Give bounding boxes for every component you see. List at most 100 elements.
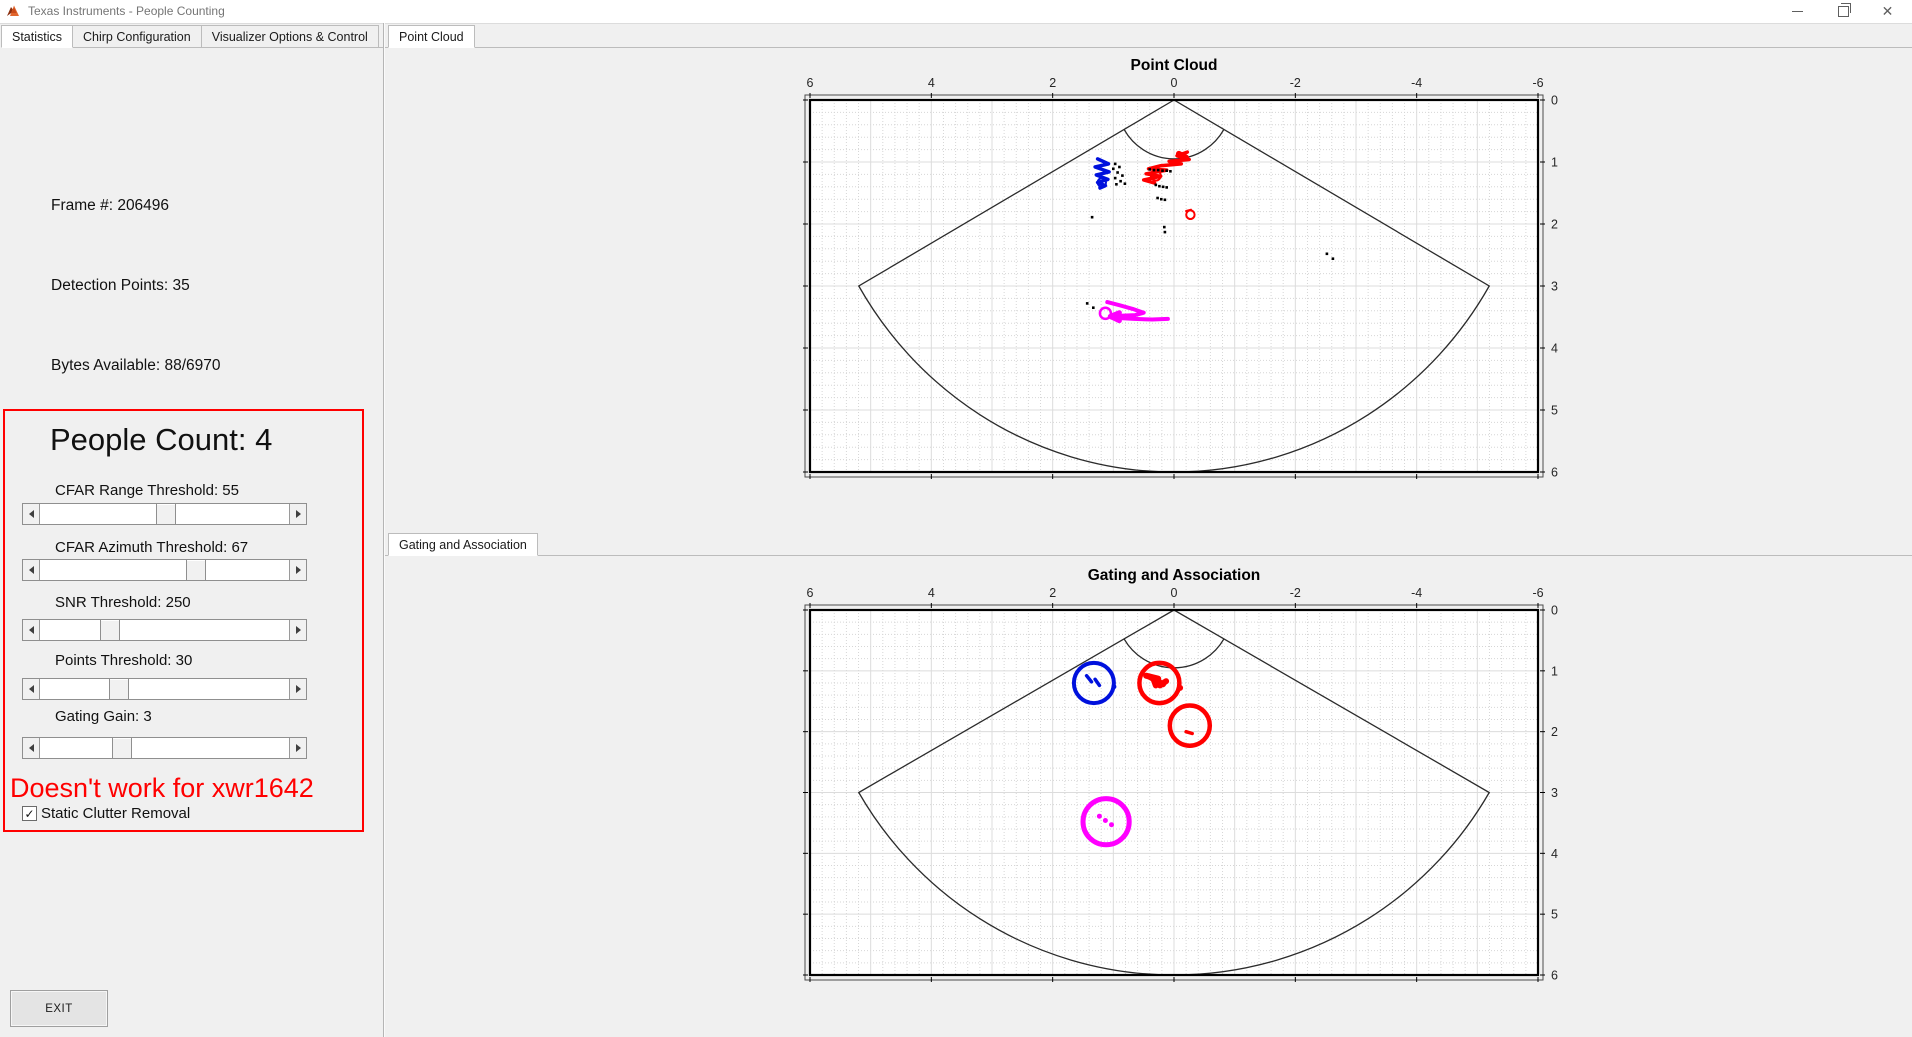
detection-points-counter: Detection Points: 35 [51,277,190,294]
matlab-logo-icon [7,5,19,16]
tab-visualizer-options[interactable]: Visualizer Options & Control [201,25,379,48]
right-arrow-icon [295,510,301,518]
left-arrow-icon [28,744,34,752]
blue-gate-circle [1071,660,1117,706]
slider-left-arrow[interactable] [23,560,40,580]
svg-text:-4: -4 [1411,586,1422,600]
svg-text:-4: -4 [1411,76,1422,90]
gating-gain-label: Gating Gain: 3 [55,708,152,725]
panel-divider-highlight [384,23,385,1037]
magenta-track-ring [1098,306,1113,321]
svg-text:3: 3 [1551,786,1558,800]
svg-text:3: 3 [1551,280,1558,294]
blue-track-trail [1093,157,1111,190]
point-cloud-plot: 6 4 2 0 -2 -4 -6 0 1 2 3 4 5 6 Point Cloud [803,57,1558,480]
svg-text:4: 4 [928,586,935,600]
point-cloud-figure: 6 4 2 0 -2 -4 -6 0 1 2 3 4 5 6 Point Cloud [385,48,1912,530]
cfar-range-threshold-slider[interactable] [22,503,307,525]
warning-text: Doesn't work for xwr1642 [10,773,314,803]
window-title: Texas Instruments - People Counting [28,4,225,18]
svg-text:0: 0 [1551,604,1558,618]
people-count-box [3,409,364,832]
slider-left-arrow[interactable] [23,620,40,640]
svg-text:2: 2 [1049,586,1056,600]
checkmark-icon: ✓ [24,806,35,821]
static-clutter-checkbox[interactable]: ✓ [22,806,37,821]
restore-button[interactable] [1821,0,1866,22]
svg-text:2: 2 [1049,76,1056,90]
slider-thumb[interactable] [111,738,132,758]
title-bar: Texas Instruments - People Counting ✕ [0,0,1912,24]
gating-tab-bar: Gating and Association [385,533,1912,556]
snr-threshold-slider[interactable] [22,619,307,641]
left-tab-bar: Statistics Chirp Configuration Visualize… [1,25,383,48]
detection-points [1085,162,1335,309]
svg-text:4: 4 [1551,342,1558,356]
red-lone-marker [1185,208,1196,220]
left-arrow-icon [28,566,34,574]
left-arrow-icon [28,510,34,518]
slider-left-arrow[interactable] [23,504,40,524]
close-icon: ✕ [1881,2,1894,19]
points-threshold-slider[interactable] [22,678,307,700]
slider-right-arrow[interactable] [289,620,306,640]
tab-gating-association[interactable]: Gating and Association [388,533,538,556]
slider-thumb[interactable] [100,620,121,640]
slider-right-arrow[interactable] [289,679,306,699]
slider-left-arrow[interactable] [23,679,40,699]
close-button[interactable]: ✕ [1865,0,1910,22]
svg-text:6: 6 [1551,969,1558,983]
point-cloud-tab-bar: Point Cloud [385,25,1912,48]
slider-track[interactable] [40,738,289,758]
plot-title: Point Cloud [1131,57,1218,74]
tab-point-cloud[interactable]: Point Cloud [388,25,475,48]
cfar-range-threshold-label: CFAR Range Threshold: 55 [55,482,239,499]
svg-text:1: 1 [1551,156,1558,170]
right-arrow-icon [295,566,301,574]
static-clutter-label: Static Clutter Removal [41,805,191,822]
right-arrow-icon [295,626,301,634]
slider-thumb[interactable] [155,504,176,524]
cfar-azimuth-threshold-slider[interactable] [22,559,307,581]
red-track-flag [1175,150,1190,161]
frame-counter: Frame #: 206496 [51,197,170,214]
svg-text:0: 0 [1551,94,1558,108]
slider-track[interactable] [40,620,289,640]
slider-thumb[interactable] [185,560,206,580]
red-track-ring [1149,169,1162,182]
svg-text:4: 4 [928,76,935,90]
slider-track[interactable] [40,504,289,524]
slider-track[interactable] [40,679,289,699]
slider-right-arrow[interactable] [289,560,306,580]
exit-button[interactable]: EXIT [10,990,108,1027]
red-gate-circle-2 [1167,703,1213,748]
bytes-available-counter: Bytes Available: 88/6970 [51,357,221,374]
minimize-button[interactable] [1775,0,1820,22]
plot-title: Gating and Association [1088,567,1261,584]
gating-figure: 6 4 2 0 -2 -4 -6 0 1 2 3 4 5 6 Gating and Association [385,556,1912,1037]
left-arrow-icon [28,685,34,693]
magenta-track-trail [1105,300,1170,322]
svg-text:1: 1 [1551,664,1558,678]
slider-right-arrow[interactable] [289,504,306,524]
snr-threshold-label: SNR Threshold: 250 [55,594,191,611]
svg-text:6: 6 [807,76,814,90]
minimize-icon [1792,10,1803,12]
slider-right-arrow[interactable] [289,738,306,758]
svg-text:-2: -2 [1290,76,1301,90]
slider-track[interactable] [40,560,289,580]
tab-chirp-configuration[interactable]: Chirp Configuration [73,25,202,48]
svg-text:-6: -6 [1532,76,1543,90]
slider-thumb[interactable] [109,679,130,699]
people-count-label: People Count: 4 [50,422,273,457]
slider-left-arrow[interactable] [23,738,40,758]
panel-divider [383,23,384,1037]
svg-text:2: 2 [1551,218,1558,232]
svg-text:5: 5 [1551,908,1558,922]
gating-gain-slider[interactable] [22,737,307,759]
tab-statistics[interactable]: Statistics [1,25,74,48]
right-arrow-icon [295,685,301,693]
left-arrow-icon [28,626,34,634]
svg-text:6: 6 [807,586,814,600]
